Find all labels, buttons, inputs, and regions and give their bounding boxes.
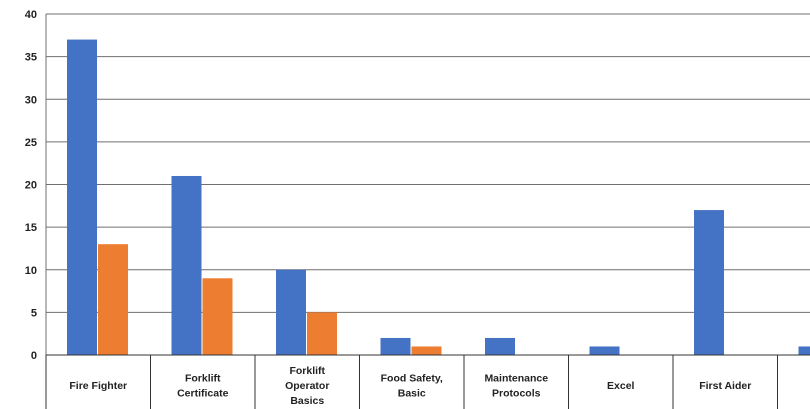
y-tick-label: 20 [25,180,37,192]
y-tick-label: 10 [25,265,37,277]
bar-series-1 [171,175,202,355]
x-category-label: Excel [607,380,635,392]
y-tick-label: 15 [25,222,37,234]
bar-series-1 [485,337,515,355]
x-category-label: Forklift [289,365,325,377]
bars [67,39,810,355]
y-axis-ticks: 0 5 10 15 20 25 30 35 40 [25,9,37,362]
x-category-label: First Aider [699,380,751,392]
x-category-label: Operator [285,380,329,392]
x-category-label: Protocols [492,388,541,400]
x-category-label: Basics [290,395,324,407]
y-tick-label: 0 [31,350,37,362]
bar-series-1 [380,337,411,355]
y-tick-label: 40 [25,9,37,21]
y-tick-label: 25 [25,137,37,149]
category-table: Fire Fighter Forklift Certificate Forklift O… [45,354,810,409]
y-tick-label: 30 [25,94,37,106]
x-category-label: Food Safety, [381,373,443,385]
y-tick-label: 35 [25,52,37,64]
bar-series-2 [98,244,128,355]
bar-series-2 [202,278,233,355]
bar-series-1 [694,210,724,355]
bar-series-1 [276,269,306,355]
y-tick-label: 5 [31,307,37,319]
bar-series-1 [589,346,620,355]
x-category-label: Certificate [177,388,229,400]
bar-series-1 [67,39,97,355]
bar-series-2 [411,346,442,355]
x-category-label: Basic [398,388,426,400]
bar-series-2 [307,312,337,355]
x-category-label: Fire Fighter [69,380,127,392]
x-category-label: Maintenance [484,373,548,385]
x-category-label: Forklift [185,373,221,385]
bar-series-1 [798,346,810,355]
